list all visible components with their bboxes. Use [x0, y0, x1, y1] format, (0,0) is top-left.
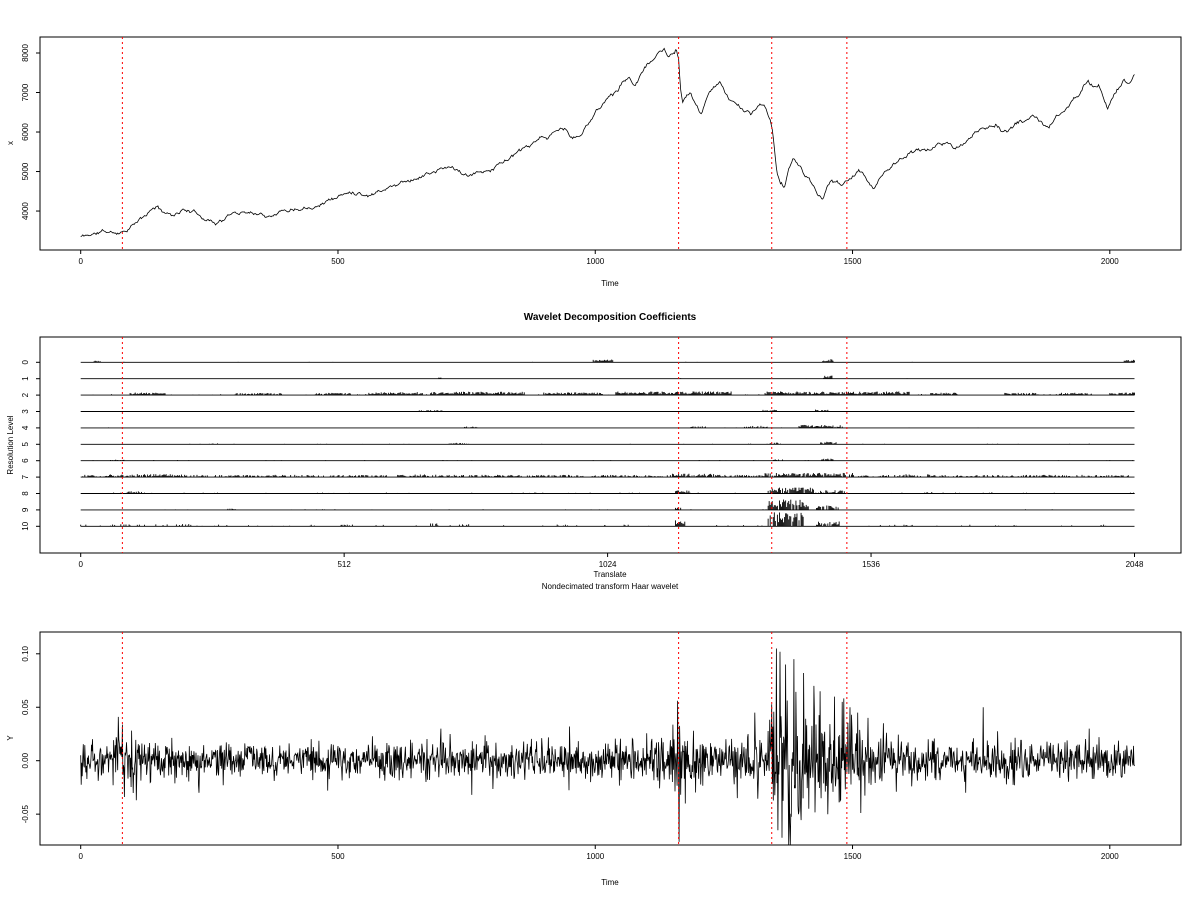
bottom-panel-y-axis-label: Y	[6, 735, 15, 741]
svg-text:512: 512	[337, 560, 351, 569]
svg-text:1500: 1500	[844, 257, 862, 266]
panel-middle: 0 512 1024 1536 2048 0 1 2 3 4 5 6 7 8 9 10	[21, 336, 1182, 569]
svg-text:8000: 8000	[21, 44, 30, 62]
svg-text:10: 10	[21, 521, 30, 530]
svg-text:-0.05: -0.05	[21, 804, 30, 823]
panel-bottom: 0 500 1000 1500 2000 -0.05 0.00 0.05 0.10	[21, 631, 1182, 861]
svg-text:4: 4	[21, 425, 30, 430]
svg-text:5000: 5000	[21, 162, 30, 180]
svg-text:5: 5	[21, 442, 30, 447]
svg-text:500: 500	[331, 852, 345, 861]
middle-panel-subtitle: Nondecimated transform Haar wavelet	[541, 582, 679, 591]
svg-text:0: 0	[78, 257, 83, 266]
svg-text:1536: 1536	[862, 560, 880, 569]
svg-text:2000: 2000	[1101, 257, 1119, 266]
top-panel-y-axis-label: x	[6, 141, 15, 145]
svg-text:1000: 1000	[586, 852, 604, 861]
svg-text:500: 500	[331, 257, 345, 266]
svg-text:2000: 2000	[1101, 852, 1119, 861]
panel-top: 0 500 1000 1500 2000 4000 5000 6000 7000 8000	[21, 36, 1182, 266]
svg-text:0: 0	[78, 852, 83, 861]
svg-text:3: 3	[21, 409, 30, 414]
svg-text:8: 8	[21, 491, 30, 496]
svg-text:1024: 1024	[599, 560, 617, 569]
svg-text:7000: 7000	[21, 83, 30, 101]
svg-text:4000: 4000	[21, 202, 30, 220]
svg-text:6000: 6000	[21, 123, 30, 141]
middle-panel-x-axis-label: Translate	[593, 570, 627, 579]
svg-text:0.05: 0.05	[21, 699, 30, 715]
bottom-panel-x-axis-label: Time	[601, 878, 619, 887]
middle-panel-title: Wavelet Decomposition Coefficients	[523, 312, 697, 323]
svg-text:0: 0	[78, 560, 83, 569]
svg-text:0.00: 0.00	[21, 752, 30, 768]
svg-text:2048: 2048	[1126, 560, 1144, 569]
svg-text:2: 2	[21, 392, 30, 397]
svg-text:1000: 1000	[586, 257, 604, 266]
svg-text:7: 7	[21, 474, 30, 479]
svg-text:9: 9	[21, 507, 30, 512]
middle-panel-y-axis-label: Resolution Level	[6, 415, 15, 475]
svg-text:0.10: 0.10	[21, 645, 30, 661]
svg-text:1500: 1500	[844, 852, 862, 861]
svg-text:1: 1	[21, 376, 30, 381]
top-panel-x-axis-label: Time	[601, 279, 619, 288]
svg-text:0: 0	[21, 360, 30, 365]
svg-text:6: 6	[21, 458, 30, 463]
